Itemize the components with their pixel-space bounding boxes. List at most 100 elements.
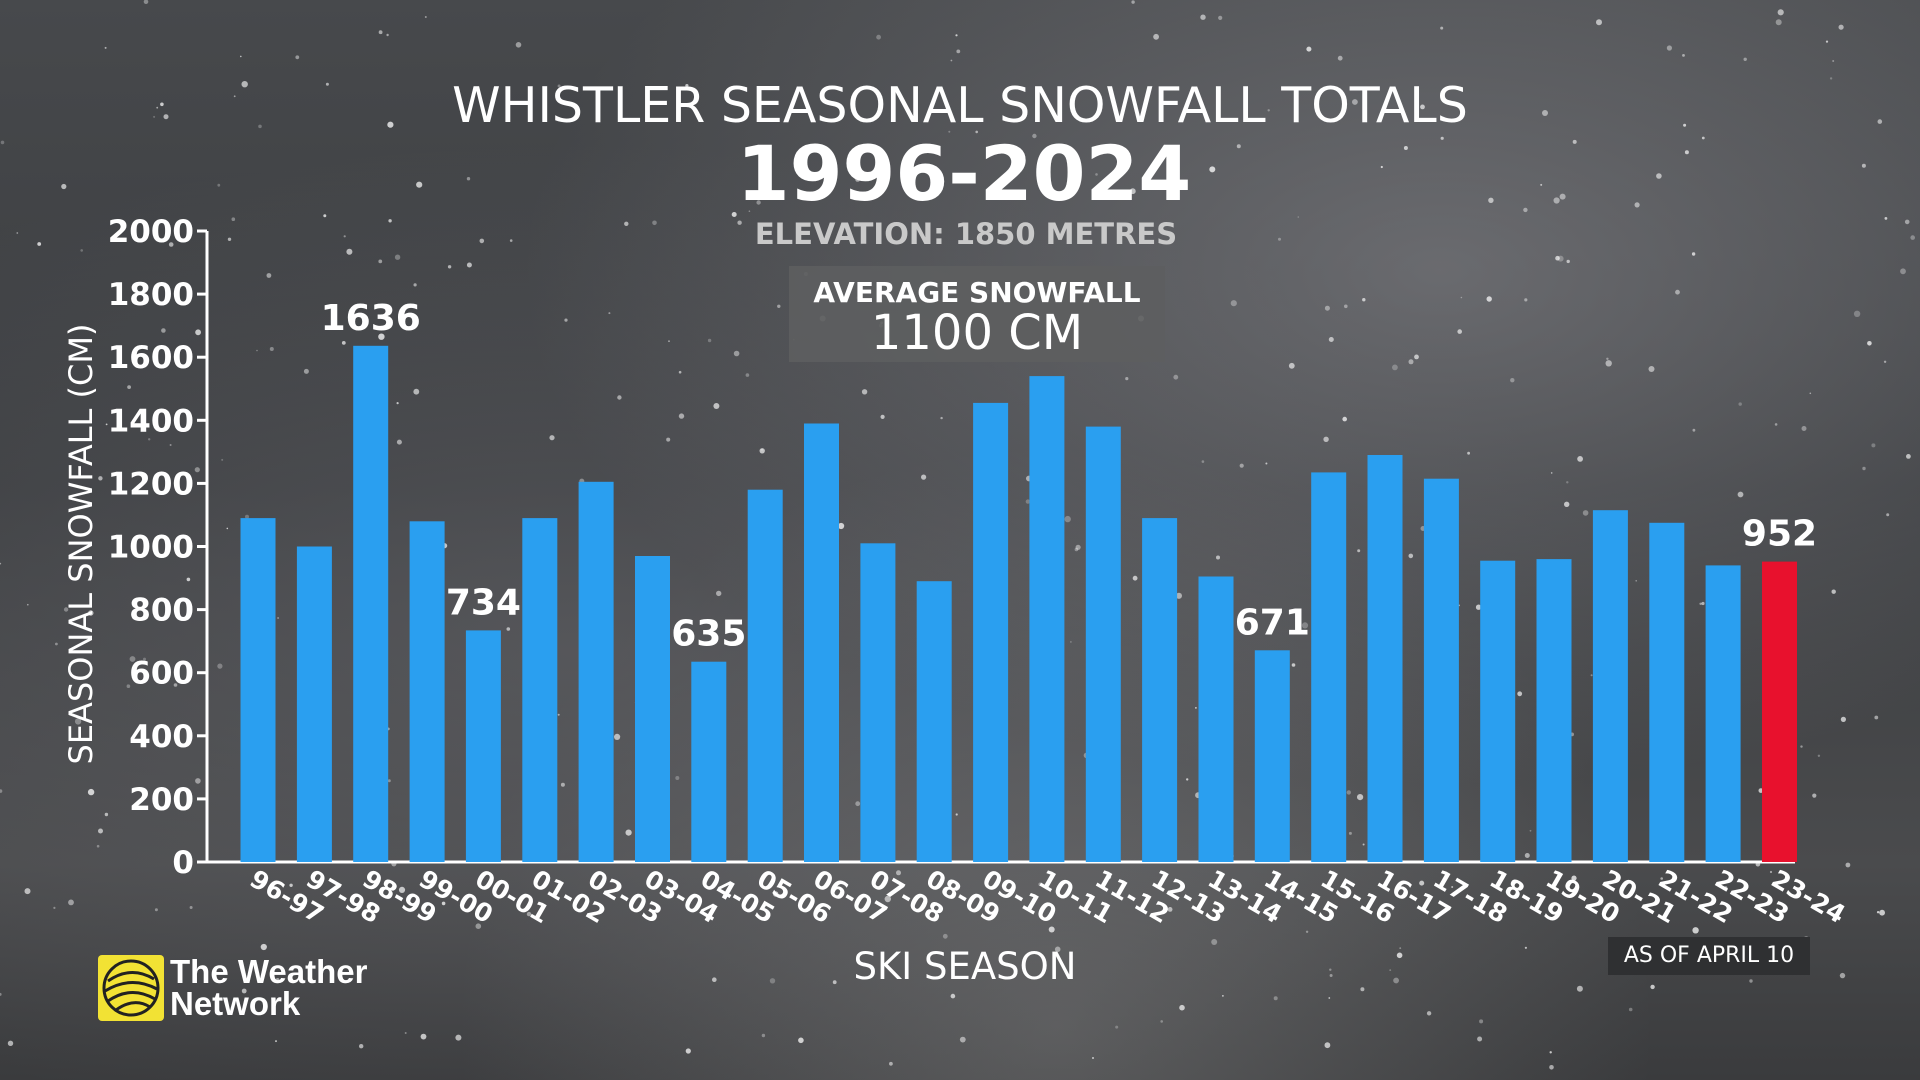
snowflake	[241, 988, 247, 994]
bar-03-04	[635, 556, 670, 862]
snowflake	[685, 84, 689, 88]
snowflake	[341, 341, 346, 345]
snowflake	[1524, 853, 1530, 858]
snowflake	[1775, 19, 1782, 26]
snowflake	[792, 97, 796, 101]
snowflake	[1656, 173, 1662, 179]
snowflake	[1408, 359, 1414, 365]
snowflake	[241, 81, 248, 88]
snowflake	[1737, 491, 1744, 498]
snowflake	[1666, 45, 1672, 51]
data-labels: 1636 734 635 671 952	[321, 298, 1817, 655]
snowflake	[1273, 996, 1278, 1001]
snowflake	[277, 617, 280, 619]
snowflake	[1032, 133, 1037, 139]
snowflake	[851, 167, 858, 174]
snowflake	[1510, 378, 1515, 383]
data-label-00-01: 734	[446, 582, 521, 623]
snowflake	[975, 130, 978, 134]
snowflake	[275, 978, 280, 982]
snowflake	[759, 448, 765, 454]
snowflake	[832, 980, 837, 985]
snowflake	[678, 370, 682, 374]
snowflake	[608, 312, 611, 315]
snowflake	[1265, 462, 1268, 465]
snowflake	[1346, 790, 1352, 795]
snowflake	[1900, 268, 1906, 275]
snowflake	[424, 16, 427, 18]
snowflake	[1825, 40, 1829, 43]
snowflake	[388, 219, 392, 223]
logo-line-2: Network	[170, 985, 301, 1022]
bar-22-23	[1705, 565, 1741, 862]
snowflake	[1074, 547, 1079, 552]
snowflake	[168, 242, 174, 247]
snowflake	[1605, 360, 1612, 367]
snowflake	[1829, 77, 1833, 80]
snowflake	[1070, 641, 1072, 643]
snowflake	[289, 883, 293, 887]
snowflake	[1393, 977, 1399, 984]
snowflake	[217, 183, 221, 187]
snowflake	[1360, 987, 1365, 992]
snowflake	[303, 368, 309, 374]
snowflake	[68, 899, 74, 906]
snowflake	[1691, 252, 1696, 256]
snowflake	[226, 527, 229, 530]
snowflake	[1840, 716, 1846, 723]
snowflake	[154, 908, 158, 912]
snowflake	[959, 1036, 966, 1043]
snowflake	[447, 265, 452, 269]
snowflake	[685, 1048, 691, 1054]
snowflake	[1337, 55, 1343, 61]
average-box-background	[789, 266, 1165, 362]
snowflake	[1800, 745, 1803, 748]
y-tick-label: 1400	[108, 403, 194, 439]
snowflake	[325, 82, 329, 86]
snowflake	[564, 318, 568, 322]
data-label-23-24: 952	[1742, 514, 1817, 555]
snowflake	[515, 42, 522, 48]
bar-06-07	[804, 423, 839, 862]
snowflake	[420, 1033, 427, 1040]
snowflake	[889, 1061, 893, 1066]
average-box: AVERAGE SNOWFALL 1100 CM	[789, 266, 1165, 362]
snowflake	[1344, 304, 1348, 309]
snowflake	[956, 49, 961, 54]
average-value: 1100 CM	[871, 305, 1083, 361]
snowflake	[295, 55, 300, 60]
snowflake	[148, 438, 151, 441]
snowflake	[1559, 193, 1566, 200]
snowflake	[1426, 1011, 1432, 1016]
snowflake	[1129, 188, 1136, 195]
snowflake	[1904, 219, 1910, 225]
snowflake	[1550, 472, 1553, 474]
snowflake	[1724, 886, 1728, 890]
snowflake	[1801, 426, 1807, 431]
snowflake	[761, 1033, 766, 1038]
snowflake	[1812, 793, 1817, 798]
snowflake	[1774, 423, 1778, 426]
snowflake	[0, 562, 2, 565]
snowflake	[625, 829, 632, 836]
snowflake	[1399, 947, 1402, 949]
snowflake	[1403, 146, 1408, 150]
snowflake	[413, 283, 417, 287]
bar-17-18	[1423, 478, 1459, 862]
snowflake	[127, 385, 131, 389]
weather-network-logo: The Weather Network	[98, 955, 367, 1021]
snowflake	[557, 84, 561, 88]
snowflake	[466, 262, 472, 268]
bar-12-13	[1142, 518, 1178, 862]
snowflake	[194, 467, 200, 473]
snowflake	[1683, 123, 1687, 127]
snowflake	[955, 34, 958, 37]
snowflake	[1305, 930, 1309, 933]
snowflake	[195, 329, 202, 336]
y-tick-label: 0	[172, 845, 194, 881]
bar-23-24	[1762, 561, 1797, 862]
snowflake	[1884, 217, 1888, 220]
snowflake	[855, 801, 861, 807]
